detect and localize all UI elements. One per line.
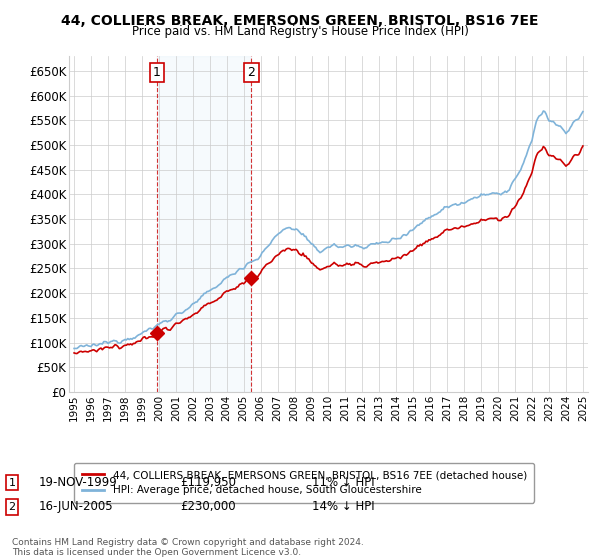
Text: Price paid vs. HM Land Registry's House Price Index (HPI): Price paid vs. HM Land Registry's House … (131, 25, 469, 38)
Text: £119,950: £119,950 (180, 476, 236, 489)
Text: 2: 2 (248, 66, 256, 79)
Text: 16-JUN-2005: 16-JUN-2005 (39, 500, 113, 514)
Text: 19-NOV-1999: 19-NOV-1999 (39, 476, 118, 489)
Text: 2: 2 (8, 502, 16, 512)
Text: 1: 1 (153, 66, 161, 79)
Text: 11% ↓ HPI: 11% ↓ HPI (312, 476, 374, 489)
Bar (157, 56, 251, 392)
Text: 1: 1 (8, 478, 16, 488)
Text: £230,000: £230,000 (180, 500, 236, 514)
Text: Contains HM Land Registry data © Crown copyright and database right 2024.
This d: Contains HM Land Registry data © Crown c… (12, 538, 364, 557)
Legend: 44, COLLIERS BREAK, EMERSONS GREEN, BRISTOL, BS16 7EE (detached house), HPI: Ave: 44, COLLIERS BREAK, EMERSONS GREEN, BRIS… (74, 463, 534, 502)
Text: 14% ↓ HPI: 14% ↓ HPI (312, 500, 374, 514)
Text: 44, COLLIERS BREAK, EMERSONS GREEN, BRISTOL, BS16 7EE: 44, COLLIERS BREAK, EMERSONS GREEN, BRIS… (61, 14, 539, 28)
